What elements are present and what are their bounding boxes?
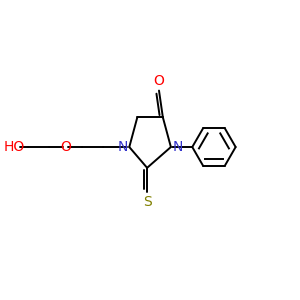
- Text: O: O: [60, 140, 71, 154]
- Text: N: N: [172, 140, 183, 154]
- Text: S: S: [143, 195, 152, 208]
- Text: O: O: [154, 74, 164, 88]
- Text: HO: HO: [3, 140, 25, 154]
- Text: N: N: [117, 140, 128, 154]
